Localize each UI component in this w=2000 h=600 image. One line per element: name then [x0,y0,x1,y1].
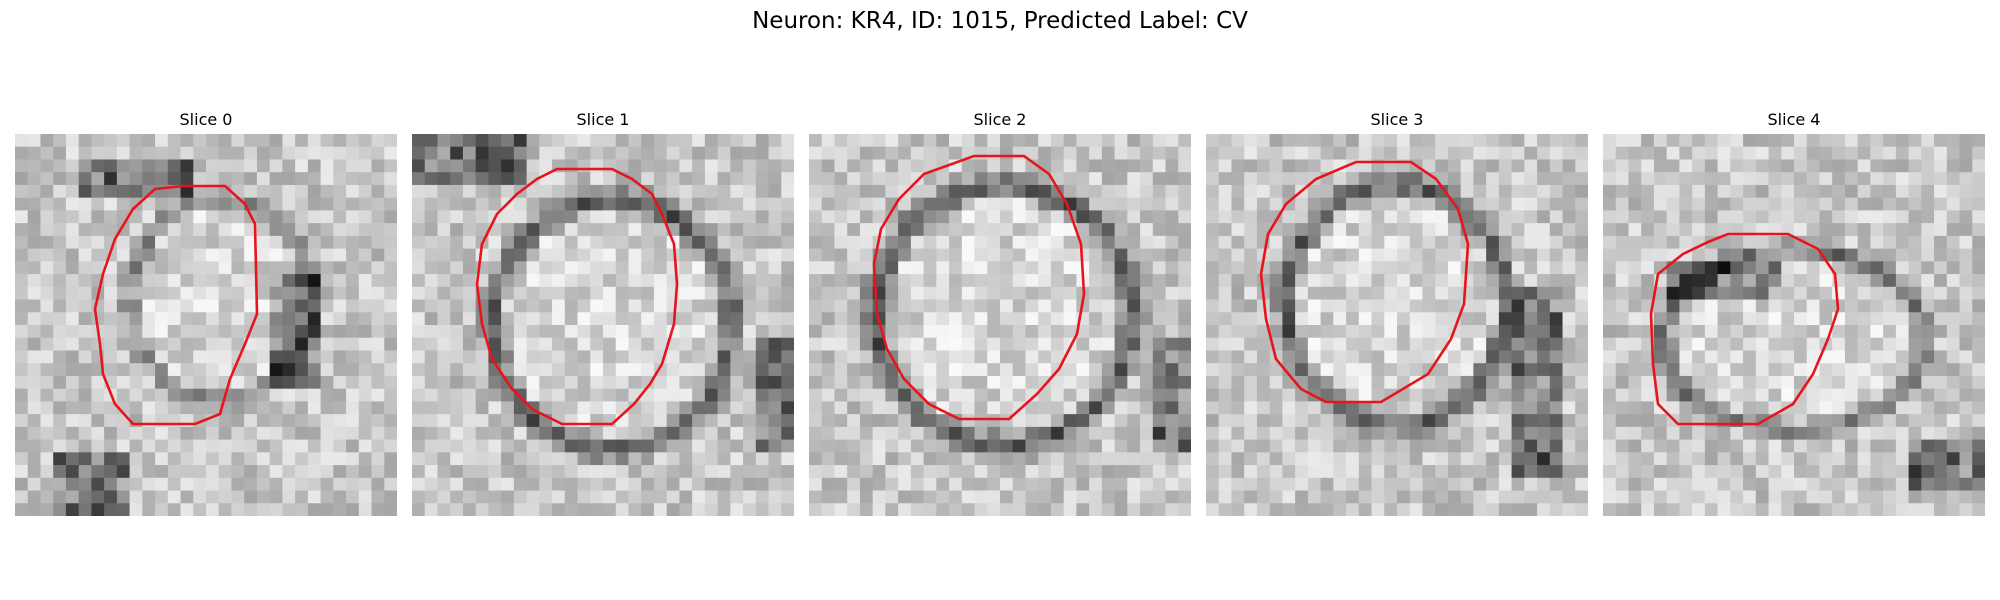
slice-2-image [809,134,1191,516]
segmentation-contour [93,184,259,426]
slice-1-title: Slice 1 [576,110,630,129]
slice-0-image [15,134,397,516]
image-pixels [15,134,397,516]
slice-3-title: Slice 3 [1370,110,1424,129]
figure-title: Neuron: KR4, ID: 1015, Predicted Label: … [752,8,1248,34]
slice-3-image [1206,134,1588,516]
slice-4-image [1603,134,1985,516]
segmentation-contour [1649,232,1840,426]
image-pixels [412,134,794,516]
image-pixels [1206,134,1588,516]
slice-0-title: Slice 0 [179,110,233,129]
image-pixels [809,134,1191,516]
image-pixels [1603,134,1985,516]
segmentation-contour [475,167,679,426]
segmentation-contour [1259,160,1470,404]
slice-1-image [412,134,794,516]
slice-2-title: Slice 2 [973,110,1027,129]
slice-4-title: Slice 4 [1767,110,1821,129]
segmentation-contour [872,154,1086,421]
